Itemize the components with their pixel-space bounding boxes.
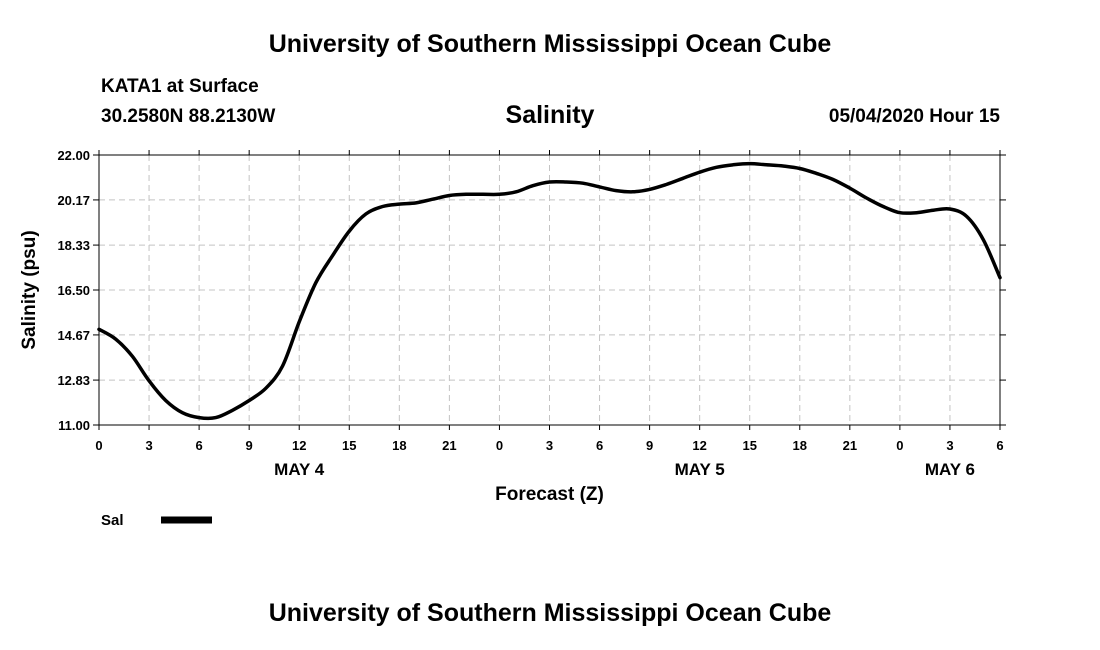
y-tick-label: 16.50 <box>57 283 90 298</box>
x-tick-label: 3 <box>546 438 553 453</box>
x-tick-label: 6 <box>195 438 202 453</box>
y-tick-label: 12.83 <box>57 373 90 388</box>
x-tick-label: 9 <box>246 438 253 453</box>
y-axis-tick-labels: 22.00 20.17 18.33 16.50 14.67 12.83 11.00 <box>57 148 90 433</box>
x-tick-label: 12 <box>292 438 306 453</box>
x-tick-label: 12 <box>692 438 706 453</box>
x-tick-label: 0 <box>95 438 102 453</box>
x-tick-label: 6 <box>996 438 1003 453</box>
date-label: MAY 6 <box>925 460 975 479</box>
x-tick-label: 15 <box>742 438 756 453</box>
x-tick-label: 0 <box>496 438 503 453</box>
forecast-timestamp: 05/04/2020 Hour 15 <box>828 106 1000 127</box>
y-tick-label: 14.67 <box>57 328 90 343</box>
axis-ticks <box>93 150 1006 430</box>
grid <box>99 155 1000 425</box>
x-tick-label: 9 <box>646 438 653 453</box>
x-tick-label: 18 <box>793 438 807 453</box>
date-label: MAY 4 <box>274 460 325 479</box>
coordinates-label: 30.2580N 88.2130W <box>101 106 276 127</box>
x-axis-date-labels: MAY 4 MAY 5 MAY 6 <box>274 460 975 479</box>
header-title: University of Southern Mississippi Ocean… <box>268 30 832 58</box>
chart-title: Salinity <box>505 101 595 129</box>
x-axis-tick-labels: 0 3 6 9 12 15 18 21 0 3 6 9 12 15 18 21 0 3 6 <box>95 438 1003 453</box>
y-tick-label: 18.33 <box>57 238 90 253</box>
x-tick-label: 0 <box>896 438 903 453</box>
station-label: KATA1 at Surface <box>101 76 259 97</box>
x-tick-label: 15 <box>342 438 356 453</box>
footer-title: University of Southern Mississippi Ocean… <box>268 599 832 627</box>
x-tick-label: 3 <box>145 438 152 453</box>
y-tick-label: 20.17 <box>57 193 90 208</box>
x-tick-label: 21 <box>442 438 456 453</box>
x-tick-label: 21 <box>843 438 857 453</box>
x-tick-label: 18 <box>392 438 406 453</box>
x-tick-label: 6 <box>596 438 603 453</box>
x-tick-label: 3 <box>946 438 953 453</box>
date-label: MAY 5 <box>675 460 725 479</box>
x-axis-title: Forecast (Z) <box>495 484 604 505</box>
plot-frame <box>98 154 1001 426</box>
y-tick-label: 11.00 <box>58 418 90 433</box>
legend-label: Sal <box>101 512 124 529</box>
y-axis-title: Salinity (psu) <box>19 230 40 349</box>
salinity-series-line <box>97 161 1002 421</box>
y-tick-label: 22.00 <box>57 148 90 163</box>
